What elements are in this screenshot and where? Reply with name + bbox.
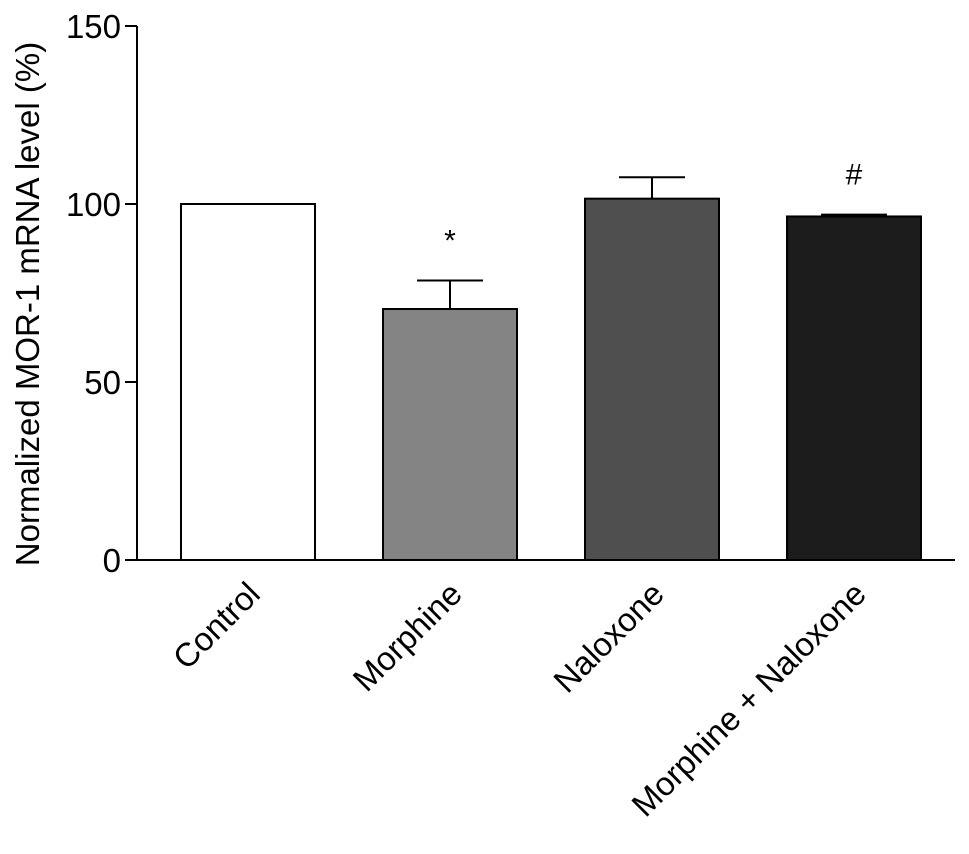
error-bars	[417, 176, 887, 310]
bar	[584, 197, 720, 561]
significance-annotations: *#	[444, 159, 863, 258]
bar	[382, 308, 518, 561]
y-tick-label: 50	[84, 364, 121, 401]
bars	[180, 197, 922, 562]
x-tick-label: Morphine + Naloxone	[624, 575, 873, 824]
y-axis: 0 50 100 150	[66, 8, 138, 579]
bar	[180, 203, 316, 561]
y-axis-label: Normalized MOR-1 mRNA level (%)	[9, 42, 46, 566]
bar	[786, 215, 922, 562]
significance-mark: #	[846, 159, 863, 192]
significance-mark: *	[444, 225, 456, 258]
y-tick-label: 150	[66, 8, 121, 45]
x-tick-label: Morphine	[346, 575, 469, 698]
y-tick-label: 100	[66, 186, 121, 223]
x-tick-label: Naloxone	[546, 575, 671, 700]
x-tick-label: Control	[166, 575, 267, 676]
y-tick-label: 0	[103, 542, 121, 579]
